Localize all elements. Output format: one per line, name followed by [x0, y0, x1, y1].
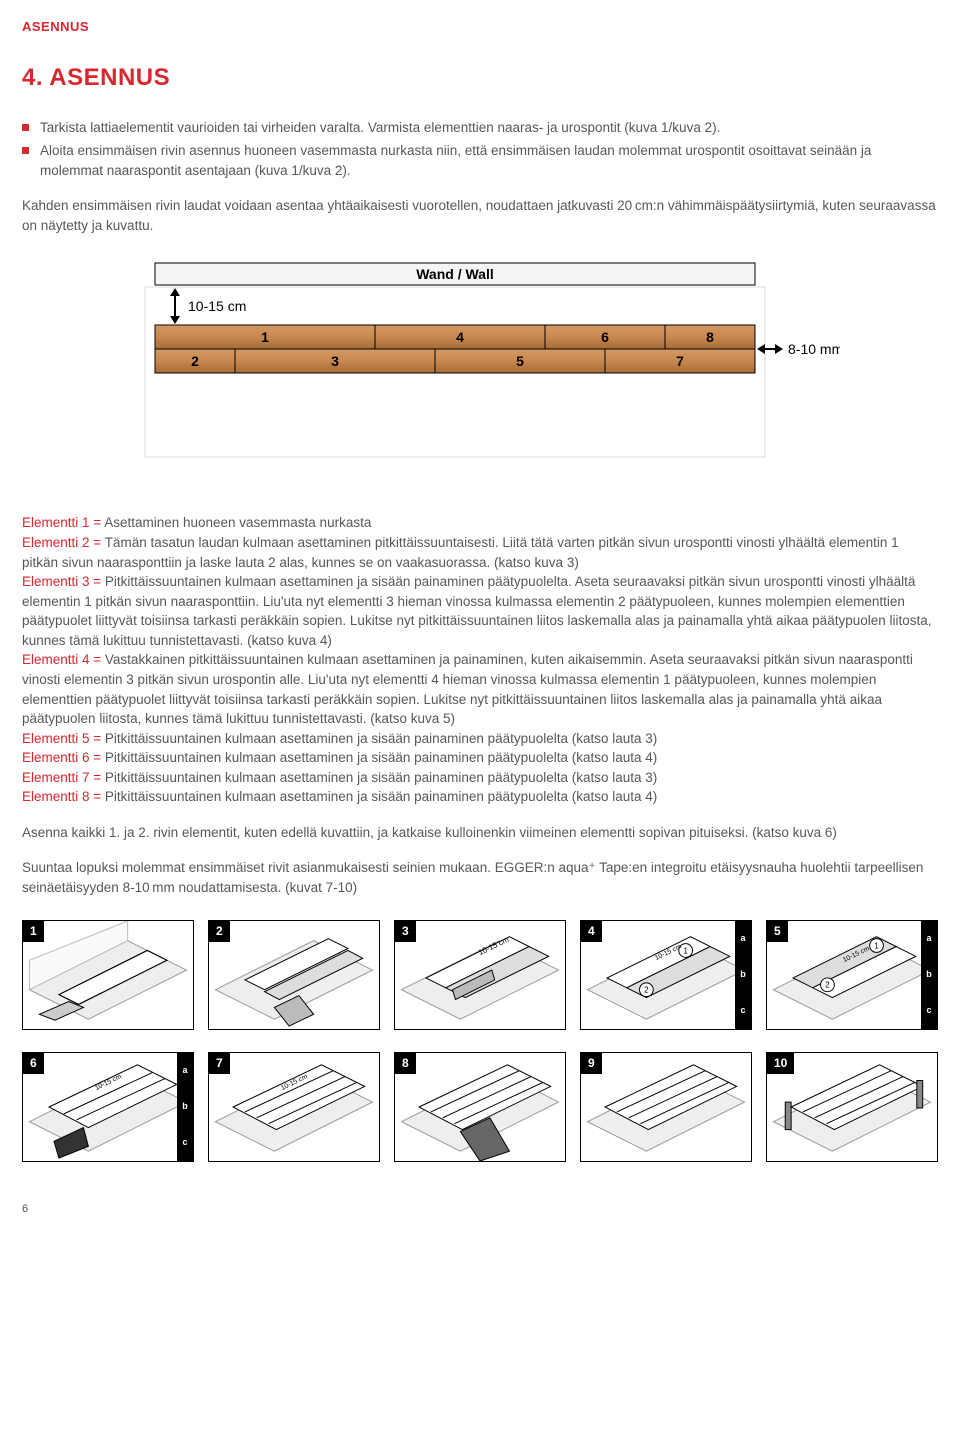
left-measure: 10-15 cm: [188, 298, 246, 314]
svg-text:1: 1: [683, 946, 687, 955]
layout-diagram: Wand / Wall 10-15 cm 1 4 6 8 2 3 5 7: [22, 255, 938, 485]
thumb-8: 8: [394, 1052, 566, 1162]
thumb-row-2: 6 a b c 10-15 cm 7 10-15 cm 8: [22, 1052, 938, 1162]
thumb-8-num: 8: [395, 1053, 416, 1074]
elem-4-text: Vastakkainen pitkittäissuuntainen kulmaa…: [22, 652, 913, 726]
elem-4-label: Elementti 4 =: [22, 652, 105, 667]
plank-label-4: 4: [456, 329, 464, 345]
elem-7-text: Pitkittäissuuntainen kulmaan asettaminen…: [105, 770, 657, 785]
thumb-10-num: 10: [767, 1053, 794, 1074]
final-paragraph: Suuntaa lopuksi molemmat ensimmäiset riv…: [22, 858, 938, 897]
thumb-6-step-a: a: [177, 1053, 193, 1089]
thumb-1: 1: [22, 920, 194, 1030]
thumb-10: 10: [766, 1052, 938, 1162]
page-number: 6: [22, 1202, 938, 1218]
elem-2-text: Tämän tasatun laudan kulmaan asettaminen…: [22, 535, 899, 570]
header-label: ASENNUS: [22, 18, 938, 37]
plank-label-3: 3: [331, 353, 339, 369]
thumb-5: 5 a b c 1 2 10-15 cm: [766, 920, 938, 1030]
elem-5-text: Pitkittäissuuntainen kulmaan asettaminen…: [105, 731, 657, 746]
bullet-1: Tarkista lattiaelementit vaurioiden tai …: [22, 118, 938, 138]
elem-3-text: Pitkittäissuuntainen kulmaan asettaminen…: [22, 574, 932, 648]
mid-paragraph: Asenna kaikki 1. ja 2. rivin elementit, …: [22, 823, 938, 843]
plank-label-5: 5: [516, 353, 524, 369]
plank-label-1: 1: [261, 329, 269, 345]
thumb-5-step-c: c: [921, 993, 937, 1029]
elem-3-label: Elementti 3 =: [22, 574, 105, 589]
plank-label-7: 7: [676, 353, 684, 369]
plank-label-6: 6: [601, 329, 609, 345]
thumb-9-num: 9: [581, 1053, 602, 1074]
thumb-7: 7 10-15 cm: [208, 1052, 380, 1162]
svg-text:1: 1: [874, 941, 878, 950]
thumb-6-num: 6: [23, 1053, 44, 1074]
bullet-2: Aloita ensimmäisen rivin asennus huoneen…: [22, 141, 938, 180]
intro-bullets: Tarkista lattiaelementit vaurioiden tai …: [22, 118, 938, 181]
svg-text:2: 2: [644, 985, 648, 994]
thumb-6: 6 a b c 10-15 cm: [22, 1052, 194, 1162]
thumb-row-1: 1 2 3 10-15 cm 4 a b: [22, 920, 938, 1030]
elem-8-label: Elementti 8 =: [22, 789, 105, 804]
thumb-3-num: 3: [395, 921, 416, 942]
thumb-5-step-a: a: [921, 921, 937, 957]
thumb-7-num: 7: [209, 1053, 230, 1074]
thumb-3: 3 10-15 cm: [394, 920, 566, 1030]
elem-8-text: Pitkittäissuuntainen kulmaan asettaminen…: [105, 789, 657, 804]
wall-label: Wand / Wall: [416, 266, 494, 282]
elem-7-label: Elementti 7 =: [22, 770, 105, 785]
thumb-1-num: 1: [23, 921, 44, 942]
thumb-5-num: 5: [767, 921, 788, 942]
elem-6-label: Elementti 6 =: [22, 750, 105, 765]
plank-label-2: 2: [191, 353, 199, 369]
elem-2-label: Elementti 2 =: [22, 535, 105, 550]
svg-text:2: 2: [825, 980, 829, 989]
thumb-5-step-b: b: [921, 957, 937, 993]
plank-label-8: 8: [706, 329, 714, 345]
intro-paragraph: Kahden ensimmäisen rivin laudat voidaan …: [22, 196, 938, 235]
elem-5-label: Elementti 5 =: [22, 731, 105, 746]
thumb-2: 2: [208, 920, 380, 1030]
thumb-4-step-c: c: [735, 993, 751, 1029]
thumb-4-step-b: b: [735, 957, 751, 993]
thumb-4-num: 4: [581, 921, 602, 942]
elem-6-text: Pitkittäissuuntainen kulmaan asettaminen…: [105, 750, 657, 765]
section-title: 4. ASENNUS: [22, 61, 938, 96]
thumb-9: 9: [580, 1052, 752, 1162]
elem-1-label: Elementti 1 =: [22, 515, 104, 530]
thumb-6-step-c: c: [177, 1125, 193, 1161]
thumb-4: 4 a b c 1 2 10-15 cm: [580, 920, 752, 1030]
thumb-2-num: 2: [209, 921, 230, 942]
element-descriptions: Elementti 1 = Asettaminen huoneen vasemm…: [22, 513, 938, 806]
thumb-4-step-a: a: [735, 921, 751, 957]
thumb-6-step-b: b: [177, 1089, 193, 1125]
right-measure: 8-10 mm: [788, 341, 840, 357]
elem-1-text: Asettaminen huoneen vasemmasta nurkasta: [104, 515, 371, 530]
